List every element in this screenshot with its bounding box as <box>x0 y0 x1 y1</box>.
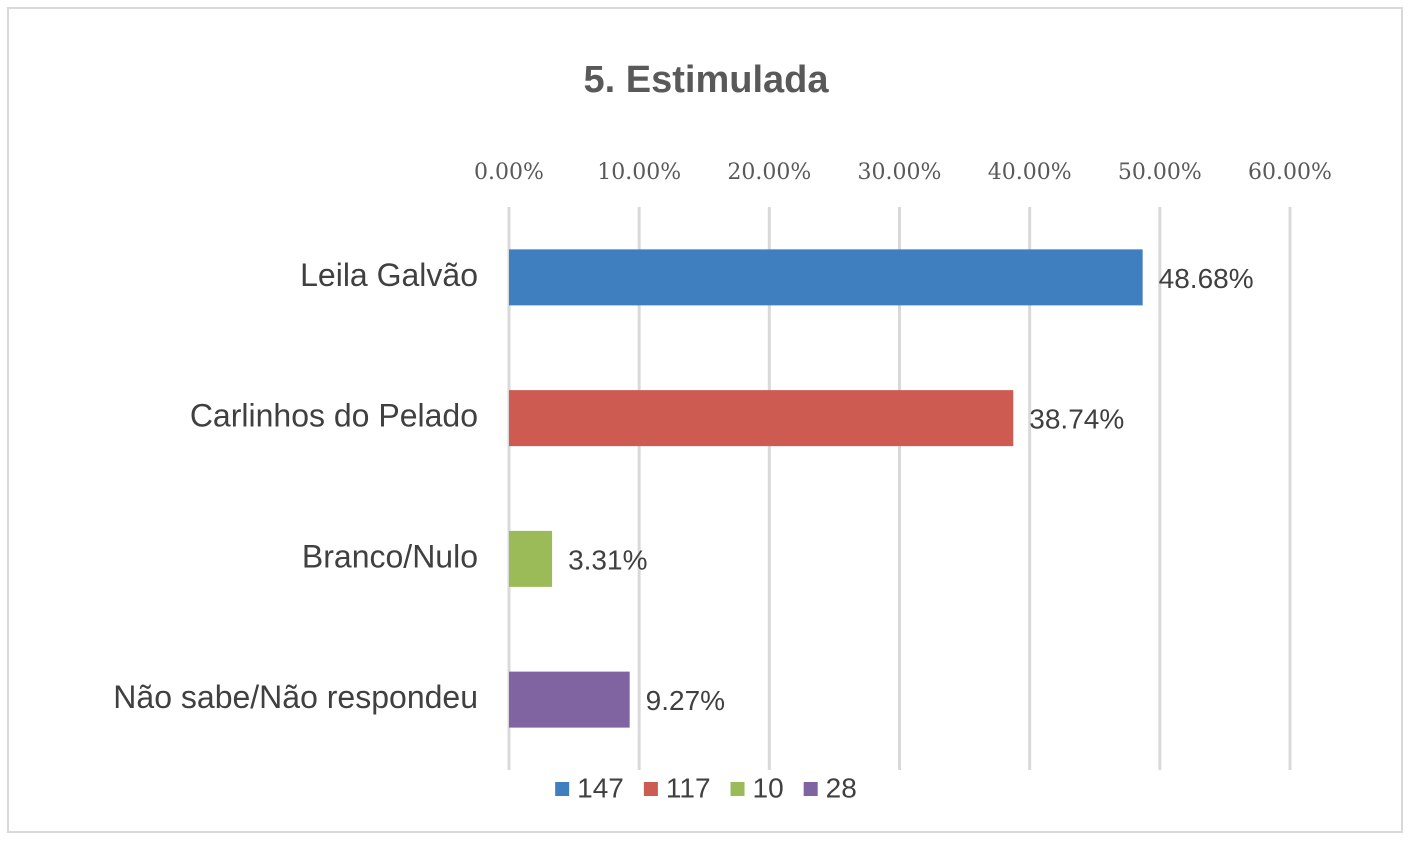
data-label: 48.68% <box>1159 263 1254 294</box>
legend-label: 117 <box>666 772 711 803</box>
legend-swatch <box>555 782 570 796</box>
y-tick-label: Leila Galvão <box>300 257 478 293</box>
legend-label: 147 <box>577 772 624 803</box>
x-tick-label: 60.00% <box>1248 160 1332 185</box>
y-tick-label: Não sabe/Não respondeu <box>113 679 478 715</box>
legend-label: 28 <box>826 772 857 803</box>
data-label: 3.31% <box>568 544 647 575</box>
legend-swatch <box>803 782 818 796</box>
x-tick-label: 50.00% <box>1118 160 1202 185</box>
x-tick-label: 10.00% <box>597 160 681 185</box>
x-tick-label: 20.00% <box>727 160 811 185</box>
bar <box>509 671 630 728</box>
bar <box>509 390 1014 447</box>
bar <box>509 530 553 587</box>
data-label: 9.27% <box>646 685 725 716</box>
legend-label: 10 <box>753 772 784 803</box>
x-tick-label: 0.00% <box>474 160 544 185</box>
data-label: 38.74% <box>1029 404 1124 435</box>
y-tick-label: Branco/Nulo <box>302 538 478 574</box>
legend-swatch <box>730 782 745 796</box>
x-tick-label: 30.00% <box>858 160 942 185</box>
x-tick-label: 40.00% <box>988 160 1072 185</box>
chart-title: 5. Estimulada <box>584 59 830 101</box>
y-tick-label: Carlinhos do Pelado <box>190 398 478 434</box>
legend-swatch <box>643 782 658 796</box>
bar <box>509 249 1143 306</box>
